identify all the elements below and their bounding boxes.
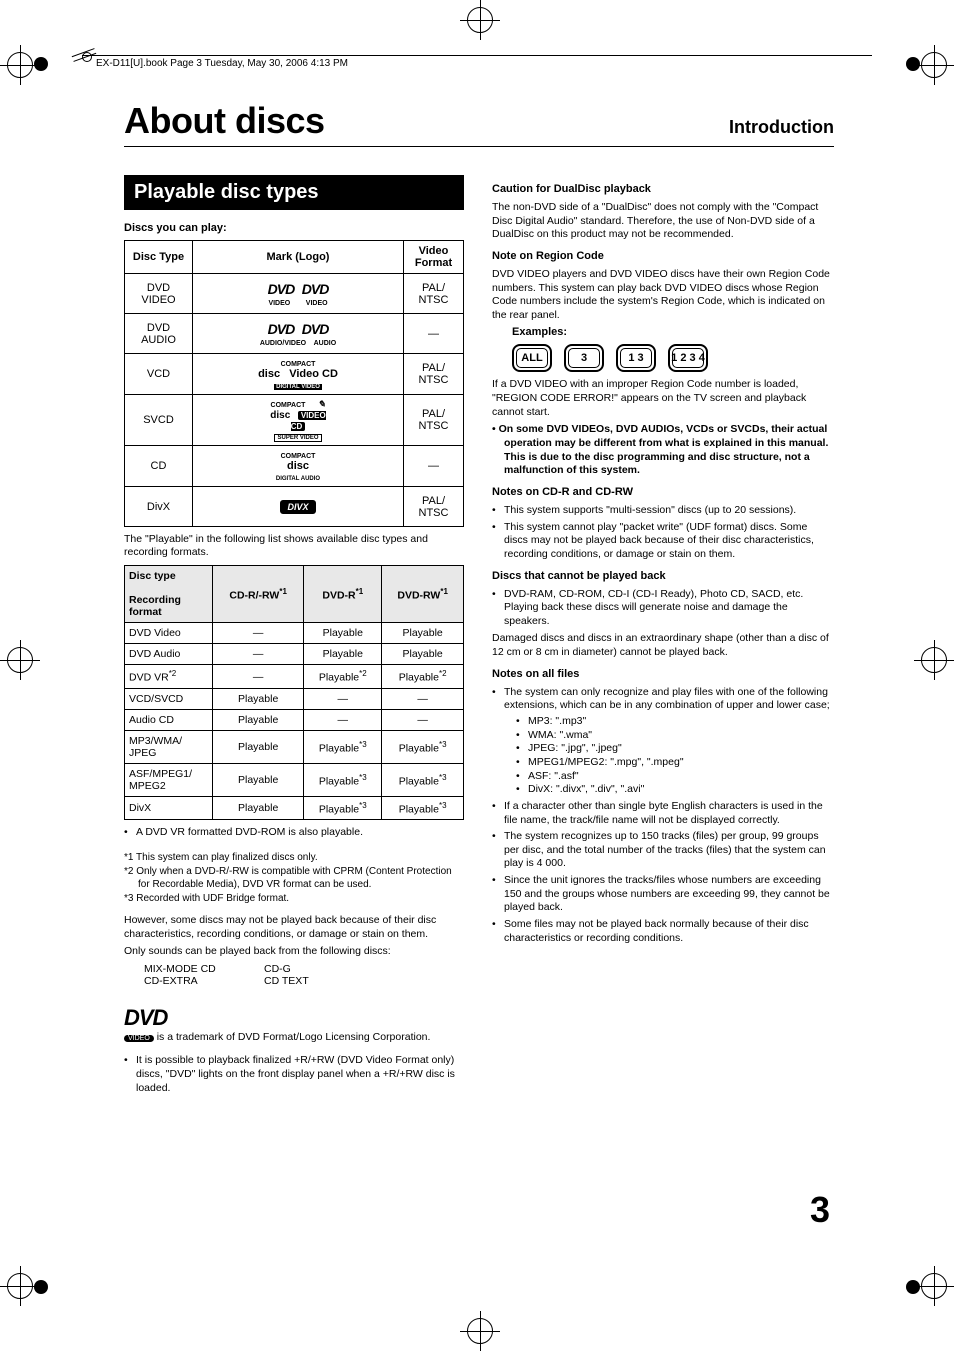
- only-sounds-note: Only sounds can be played back from the …: [124, 945, 464, 959]
- table-row: DVD VR*2—Playable*2Playable*2: [125, 665, 464, 689]
- region-icons: ALL 3 1 3 1 2 3 4: [512, 344, 832, 372]
- plusrw-note: It is possible to playback finalized +R/…: [124, 1054, 464, 1095]
- logo-cell: COMPACT ✎disc VIDEOCDSUPER VIDEO: [193, 395, 404, 446]
- disc-type-table: Disc Type Mark (Logo) Video Format DVD V…: [124, 240, 464, 527]
- logo-cell: COMPACTdiscDIGITAL AUDIO: [193, 446, 404, 487]
- logo-cell: DVD DVDVIDEO VIDEO: [193, 274, 404, 314]
- dvdrom-note: A DVD VR formatted DVD-ROM is also playa…: [124, 826, 464, 840]
- cdr-heading: Notes on CD-R and CD-RW: [492, 486, 832, 498]
- files-bullet: The system recognizes up to 150 tracks (…: [492, 830, 832, 871]
- th-disc-type: Disc Type: [125, 241, 193, 274]
- sound-disc-row: MIX-MODE CDCD-G: [144, 963, 464, 975]
- crop-dot: [906, 57, 920, 71]
- noplay-heading: Discs that cannot be played back: [492, 570, 832, 582]
- th-dvdr: DVD-R*1: [304, 566, 382, 623]
- table1-footnote: The "Playable" in the following list sho…: [124, 533, 464, 559]
- footnote-3: *3 Recorded with UDF Bridge format.: [124, 893, 464, 906]
- files-bullet: The system can only recognize and play f…: [492, 686, 832, 797]
- table-row: VCD COMPACTdisc Video CDDIGITAL VIDEO PA…: [125, 354, 464, 395]
- crop-dot: [34, 1280, 48, 1294]
- however-note: However, some discs may not be played ba…: [124, 914, 464, 941]
- cell: PAL/ NTSC: [404, 395, 464, 446]
- logo-cell: DIVX: [193, 487, 404, 527]
- crop-mark: [914, 1266, 954, 1306]
- dualdisc-heading: Caution for DualDisc playback: [492, 183, 832, 195]
- cell: DivX: [125, 487, 193, 527]
- extension-item: DivX: ".divx", ".div", ".avi": [516, 783, 832, 797]
- cell: PAL/ NTSC: [404, 274, 464, 314]
- crop-mark: [914, 45, 954, 85]
- th-disctype-recfmt: Disc type Recording format: [125, 566, 213, 623]
- table-row: DVD Audio—PlayablePlayable: [125, 644, 464, 665]
- region-icon-3: 3: [564, 344, 604, 372]
- table-row: DVD VIDEO DVD DVDVIDEO VIDEO PAL/ NTSC: [125, 274, 464, 314]
- table-row: VCD/SVCDPlayable——: [125, 688, 464, 709]
- region-icon-1234: 1 2 3 4: [668, 344, 708, 372]
- cell: CD: [125, 446, 193, 487]
- examples-label: Examples:: [512, 326, 832, 338]
- cdr-bullet: This system cannot play "packet write" (…: [492, 521, 832, 562]
- table-row: DVD AUDIO DVD DVDAUDIO/VIDEO AUDIO —: [125, 314, 464, 354]
- cell: SVCD: [125, 395, 193, 446]
- table-row: SVCD COMPACT ✎disc VIDEOCDSUPER VIDEO PA…: [125, 395, 464, 446]
- files-bullet: Since the unit ignores the tracks/files …: [492, 874, 832, 915]
- cell: —: [404, 446, 464, 487]
- sound-disc-row: CD-EXTRACD TEXT: [144, 975, 464, 987]
- header-rule: [82, 55, 872, 56]
- table-row: MP3/WMA/ JPEGPlayablePlayable*3Playable*…: [125, 730, 464, 763]
- crop-mark: [0, 640, 40, 680]
- footnote-2: *2 Only when a DVD-R/-RW is compatible w…: [124, 866, 464, 891]
- extension-item: ASF: ".asf": [516, 770, 832, 784]
- th-mark-logo: Mark (Logo): [193, 241, 404, 274]
- extension-item: MPEG1/MPEG2: ".mpg", ".mpeg": [516, 756, 832, 770]
- section-label: Introduction: [729, 117, 834, 138]
- extension-item: WMA: ".wma": [516, 729, 832, 743]
- logo-cell: COMPACTdisc Video CDDIGITAL VIDEO: [193, 354, 404, 395]
- cell: DVD VIDEO: [125, 274, 193, 314]
- crop-dot: [906, 1280, 920, 1294]
- region-bold-note: On some DVD VIDEOs, DVD AUDIOs, VCDs or …: [492, 423, 832, 478]
- page-number: 3: [810, 1189, 830, 1231]
- crop-mark: [914, 640, 954, 680]
- cell: PAL/ NTSC: [404, 354, 464, 395]
- table-row: Audio CDPlayable——: [125, 709, 464, 730]
- table-row: ASF/MPEG1/ MPEG2PlayablePlayable*3Playab…: [125, 763, 464, 796]
- noplay-para: Damaged discs and discs in an extraordin…: [492, 632, 832, 659]
- recording-format-table: Disc type Recording format CD-R/-RW*1 DV…: [124, 565, 464, 820]
- banner-playable-types: Playable disc types: [124, 175, 464, 210]
- extension-item: MP3: ".mp3": [516, 715, 832, 729]
- extension-item: JPEG: ".jpg", ".jpeg": [516, 742, 832, 756]
- region-icon-all: ALL: [512, 344, 552, 372]
- table-row: DivX DIVX PAL/ NTSC: [125, 487, 464, 527]
- dvd-trademark: DVD VIDEO is a trademark of DVD Format/L…: [124, 1005, 464, 1045]
- dualdisc-text: The non-DVD side of a "DualDisc" does no…: [492, 201, 832, 242]
- table-row: CD COMPACTdiscDIGITAL AUDIO —: [125, 446, 464, 487]
- region-text: DVD VIDEO players and DVD VIDEO discs ha…: [492, 268, 832, 323]
- th-cdr: CD-R/-RW*1: [213, 566, 304, 623]
- th-dvdrw: DVD-RW*1: [382, 566, 464, 623]
- running-header: EX-D11[U].book Page 3 Tuesday, May 30, 2…: [96, 58, 348, 69]
- footnote-1: *1 This system can play finalized discs …: [124, 852, 464, 865]
- cell: DVD AUDIO: [125, 314, 193, 354]
- noplay-bullet: DVD-RAM, CD-ROM, CD-I (CD-I Ready), Phot…: [492, 588, 832, 629]
- logo-cell: DVD DVDAUDIO/VIDEO AUDIO: [193, 314, 404, 354]
- files-bullet: If a character other than single byte En…: [492, 800, 832, 827]
- table-row: DivXPlayablePlayable*3Playable*3: [125, 796, 464, 820]
- cell: PAL/ NTSC: [404, 487, 464, 527]
- cell: —: [404, 314, 464, 354]
- files-heading: Notes on all files: [492, 668, 832, 680]
- cell: VCD: [125, 354, 193, 395]
- crop-mark: [460, 0, 500, 40]
- table-row: DVD Video—PlayablePlayable: [125, 623, 464, 644]
- cdr-bullet: This system supports "multi-session" dis…: [492, 504, 832, 518]
- region-error-text: If a DVD VIDEO with an improper Region C…: [492, 378, 832, 419]
- th-video-format: Video Format: [404, 241, 464, 274]
- files-bullet: Some files may not be played back normal…: [492, 918, 832, 945]
- discs-you-can-play-label: Discs you can play:: [124, 222, 464, 234]
- region-icon-13: 1 3: [616, 344, 656, 372]
- crop-dot: [34, 57, 48, 71]
- crop-mark: [460, 1311, 500, 1351]
- page-title: About discs: [124, 100, 325, 142]
- region-heading: Note on Region Code: [492, 250, 832, 262]
